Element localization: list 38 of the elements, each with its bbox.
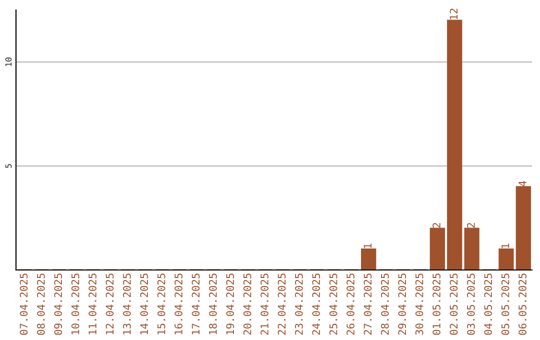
data-label: 2 [466, 223, 475, 228]
x-tick-label: 17.04.2025 [192, 274, 200, 334]
x-tick-label: 22.04.2025 [278, 274, 286, 335]
x-tick-label: 21.04.2025 [260, 274, 268, 335]
x-tick-label: 25.04.2025 [329, 274, 338, 335]
data-label: 1 [502, 244, 510, 248]
x-tick-label: 09.04.2025 [54, 274, 62, 335]
x-tick-label: 24.04.2025 [312, 274, 320, 335]
x-tick-label: 18.04.2025 [208, 274, 217, 334]
x-tick-label: 02.05.2025 [450, 274, 458, 335]
x-tick-label: 29.04.2025 [398, 274, 406, 335]
x-tick-label: 11.04.2025 [88, 274, 96, 334]
x-tick-label: 04.05.2025 [484, 274, 492, 335]
x-tick-label: 23.04.2025 [294, 274, 303, 335]
x-tick-label: 07.04.2025 [20, 274, 28, 335]
x-tick-label: 08.04.2025 [36, 274, 45, 335]
x-tick-label: 14.04.2025 [140, 274, 148, 334]
data-label: 4 [518, 181, 526, 186]
x-tick-label: 05.05.2025 [501, 274, 510, 335]
x-tick-label: 03.05.2025 [466, 274, 475, 335]
x-tick-label: 01.05.2025 [432, 274, 440, 335]
x-tick-label: 10.04.2025 [71, 274, 80, 334]
data-label: 2 [432, 223, 440, 228]
x-tick-label: 26.04.2025 [346, 274, 354, 335]
x-tick-label: 19.04.2025 [226, 274, 234, 334]
x-tick-label: 16.04.2025 [174, 274, 182, 334]
y-tick-label: 10 [5, 58, 12, 66]
x-tick-label: 27.04.2025 [364, 274, 372, 335]
x-tick-label: 15.04.2025 [157, 274, 166, 334]
data-label: 12 [450, 8, 458, 20]
x-tick-label: 06.05.2025 [518, 274, 526, 335]
data-label: 1 [364, 244, 372, 248]
x-tick-label: 12.04.2025 [106, 274, 114, 334]
y-tick-label: 5 [5, 164, 12, 168]
x-tick-label: 13.04.2025 [122, 274, 131, 334]
x-tick-label: 20.04.2025 [243, 274, 252, 335]
x-tick-label: 30.04.2025 [415, 274, 424, 335]
x-tick-label: 28.04.2025 [380, 274, 389, 335]
